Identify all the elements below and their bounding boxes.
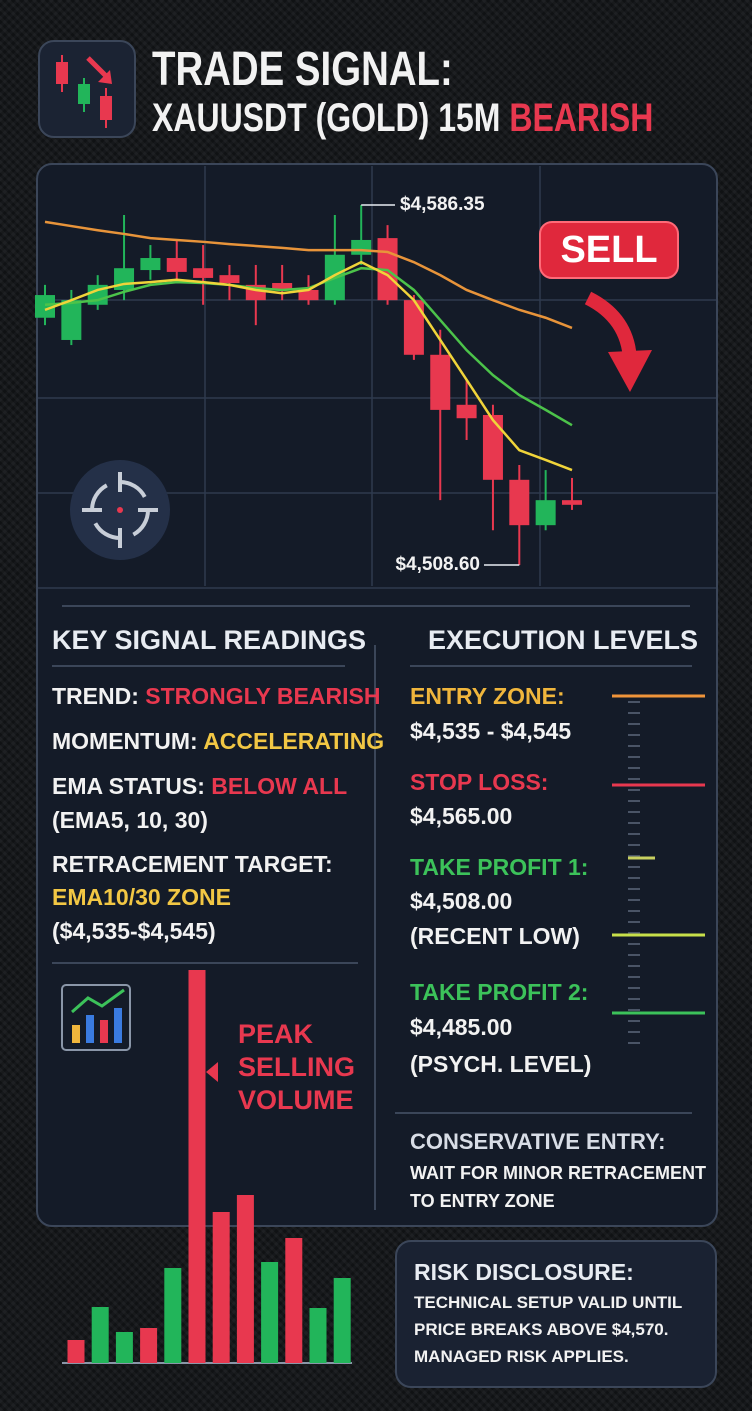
conservative-line: TO ENTRY ZONE — [410, 1191, 555, 1211]
candle-body — [403, 300, 424, 355]
candle-body — [219, 275, 240, 284]
candle-body — [482, 414, 503, 480]
peak-annotation: PEAK SELLING VOLUME — [238, 1018, 355, 1117]
volume-bar — [333, 1278, 351, 1363]
conservative-title: CONSERVATIVE ENTRY: — [410, 1129, 666, 1154]
level-label: STOP LOSS: — [410, 769, 549, 795]
level-label: TAKE PROFIT 2: — [410, 979, 589, 1005]
risk-line: MANAGED RISK APPLIES. — [414, 1347, 629, 1366]
candle-body — [166, 258, 187, 272]
level-note: (PSYCH. LEVEL) — [410, 1051, 592, 1077]
candle-body — [535, 500, 556, 526]
volume-bar — [285, 1238, 303, 1363]
ema-line — [44, 266, 573, 427]
reading-value: ACCELERATING — [203, 728, 385, 754]
annotation-line: PEAK — [238, 1019, 314, 1049]
volume-bar — [91, 1307, 109, 1363]
level-label: ENTRY ZONE: — [410, 683, 565, 709]
title: TRADE SIGNAL: — [152, 43, 453, 96]
volume-bar — [212, 1212, 230, 1363]
annotation-line: VOLUME — [238, 1085, 354, 1115]
target-icon — [70, 460, 170, 560]
ema-line — [44, 220, 573, 330]
level-value: $4,485.00 — [410, 1014, 513, 1040]
volume-bar — [309, 1308, 327, 1363]
reading-value: EMA10/30 ZONE — [52, 884, 231, 910]
candle-body — [562, 500, 582, 505]
volume-bar — [164, 1268, 182, 1363]
readings-title: KEY SIGNAL READINGS — [52, 625, 367, 655]
sell-badge — [539, 221, 679, 279]
candle-body — [272, 283, 293, 290]
reading-value: STRONGLY BEARISH — [145, 683, 381, 709]
high-label: $4,586.35 — [400, 194, 485, 215]
reading: TREND: STRONGLY BEARISH — [52, 683, 380, 710]
reading-label: MOMENTUM: — [52, 728, 198, 754]
volume-bar — [236, 1195, 254, 1363]
level-note: (RECENT LOW) — [410, 923, 580, 949]
candle-body — [35, 295, 55, 318]
candle-body — [430, 354, 451, 410]
candle-body — [509, 479, 530, 526]
execution-title: EXECUTION LEVELS — [428, 625, 699, 655]
candle-body — [140, 258, 161, 271]
peak-pointer — [206, 1062, 218, 1082]
conservative-line: WAIT FOR MINOR RETRACEMENT — [410, 1163, 706, 1183]
volume-bar — [261, 1262, 279, 1363]
reading-note: ($4,535-$4,545) — [52, 918, 216, 944]
sell-badge-text: SELL — [560, 229, 657, 271]
candle-body — [61, 300, 82, 340]
subtitle: XAUUSDT (GOLD) 15M BEARISH — [152, 96, 653, 141]
reading: EMA STATUS: BELOW ALL — [52, 773, 347, 800]
volume-bar — [140, 1328, 158, 1363]
volume-bar — [188, 970, 206, 1363]
low-label: $4,508.60 — [395, 554, 480, 575]
risk-panel — [395, 1240, 717, 1388]
reading: MOMENTUM: ACCELERATING — [52, 728, 384, 755]
reading-label: EMA STATUS: — [52, 773, 205, 799]
volume-icon — [61, 984, 131, 1051]
icon-box — [38, 40, 136, 138]
sell-arrow — [584, 291, 652, 392]
main-panel — [36, 163, 718, 1227]
reading-value: BELOW ALL — [211, 773, 348, 799]
volume-bar — [115, 1332, 133, 1363]
risk-title: RISK DISCLOSURE: — [414, 1259, 634, 1285]
subtitle-accent: BEARISH — [509, 96, 654, 140]
reading-label: TREND: — [52, 683, 139, 709]
level-label: TAKE PROFIT 1: — [410, 854, 589, 880]
level-ruler — [612, 694, 705, 1044]
candle-body — [351, 239, 372, 255]
level-value: $4,535 - $4,545 — [410, 718, 572, 744]
candle-body — [193, 268, 214, 278]
annotation-line: SELLING — [238, 1052, 356, 1082]
candle-body — [298, 289, 319, 301]
reading-note: (EMA5, 10, 30) — [52, 807, 208, 833]
volume-bar — [67, 1340, 85, 1363]
level-value: $4,565.00 — [410, 803, 513, 829]
ema-line — [44, 260, 573, 472]
subtitle-text: XAUUSDT (GOLD) 15M — [152, 96, 501, 140]
reading-label: RETRACEMENT TARGET: — [52, 851, 333, 877]
dividers — [52, 645, 692, 1210]
header-icon — [56, 55, 112, 128]
risk-line: TECHNICAL SETUP VALID UNTIL — [414, 1293, 683, 1312]
candle-body — [456, 404, 477, 419]
risk-line: PRICE BREAKS ABOVE $4,570. — [414, 1320, 669, 1339]
level-value: $4,508.00 — [410, 888, 513, 914]
